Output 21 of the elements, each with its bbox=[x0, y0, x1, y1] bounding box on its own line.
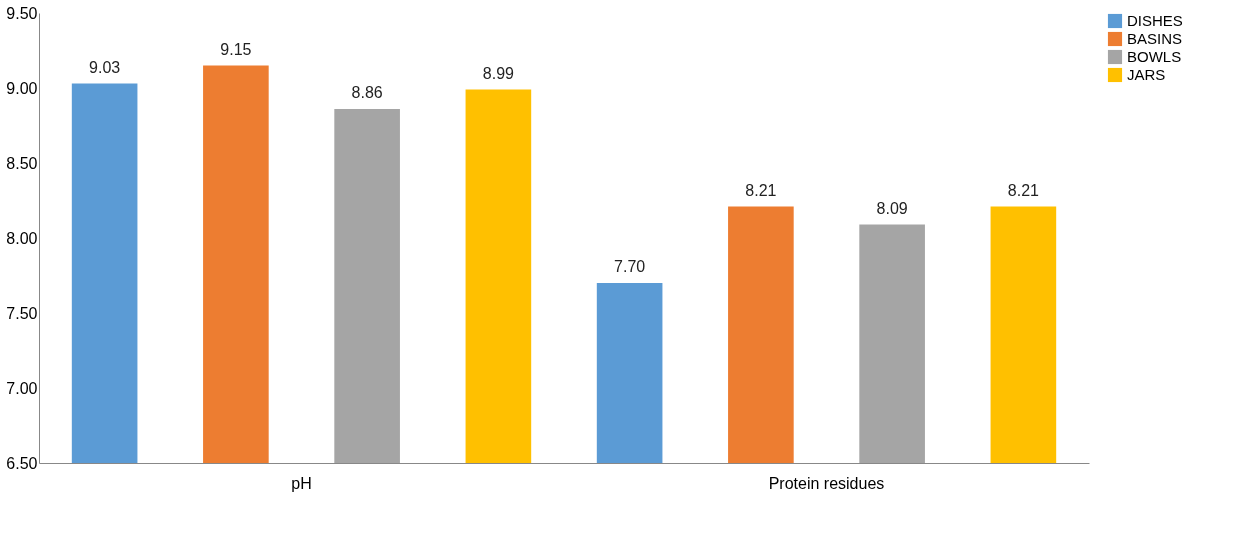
y-tick-label: 9.00 bbox=[6, 79, 38, 97]
y-tick-label: 9.50 bbox=[6, 4, 38, 22]
data-label: 9.03 bbox=[89, 58, 121, 76]
data-label: 8.99 bbox=[482, 64, 515, 82]
y-tick-label: 8.00 bbox=[6, 229, 38, 247]
legend-label: BASINS bbox=[1127, 30, 1183, 47]
y-tick-label: 7.00 bbox=[6, 379, 38, 397]
legend-label: JARS bbox=[1127, 66, 1166, 83]
data-label: 8.86 bbox=[351, 84, 383, 101]
data-label: 8.21 bbox=[745, 181, 777, 199]
data-label: 8.21 bbox=[1007, 181, 1040, 199]
x-tick-label: Protein residues bbox=[768, 474, 885, 492]
x-tick-label: pH bbox=[291, 474, 312, 492]
legend-label: BOWLS bbox=[1127, 48, 1182, 65]
y-tick-label: 7.50 bbox=[6, 304, 38, 322]
legend-label: DISHES bbox=[1127, 12, 1183, 29]
y-tick-label: 8.50 bbox=[6, 154, 38, 172]
data-label: 9.15 bbox=[220, 40, 252, 58]
y-tick-label: 6.50 bbox=[6, 454, 38, 472]
data-label: 8.09 bbox=[876, 199, 908, 217]
data-label: 7.70 bbox=[614, 258, 646, 275]
